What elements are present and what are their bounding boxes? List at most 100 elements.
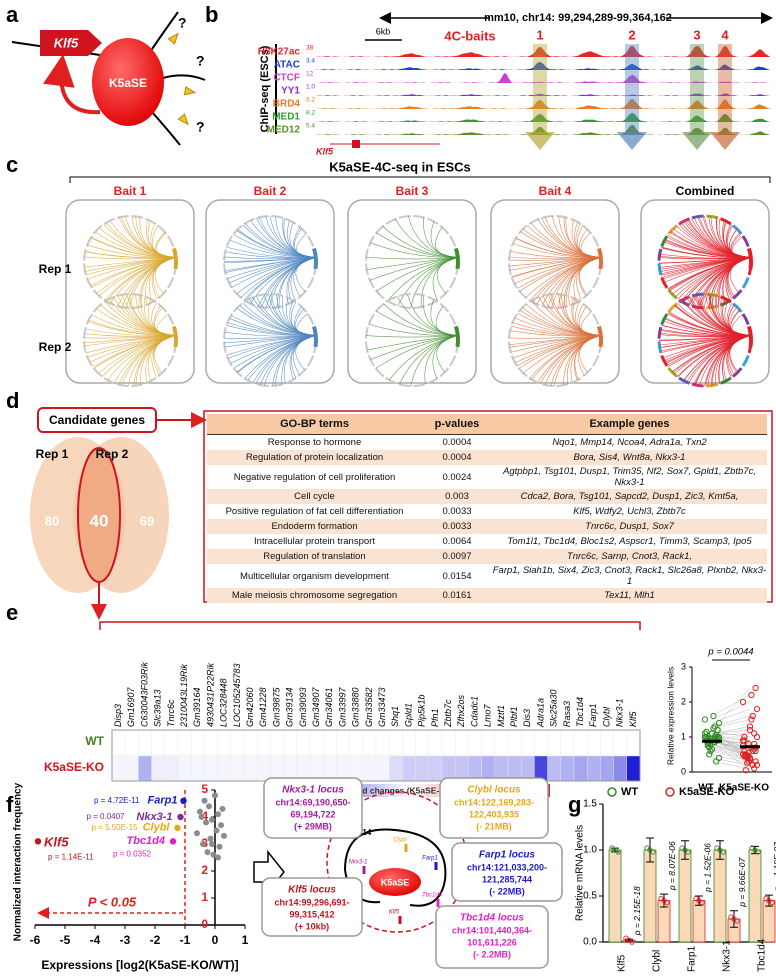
x-tick-label: -2 [150,933,161,947]
dot [752,684,759,692]
panel-letter: c [6,152,18,177]
labeled-point [174,824,181,831]
gene-label: Gm33880 [351,687,361,727]
ring-segment [367,235,375,247]
bar [678,849,692,943]
gene-label: Gm41228 [258,687,268,727]
track-max: 1.0 [306,84,315,91]
bait-number: 1 [536,27,543,42]
gene-label: Gm39164 [192,687,202,727]
ring-segment [398,293,411,297]
heat-cell [177,729,192,756]
dot [745,753,752,760]
bait-band [690,44,704,134]
ring-segment [285,299,297,307]
ring-segment [691,382,704,388]
dot [713,758,720,765]
question: ? [196,119,205,135]
gene-label: Farp1 [422,856,438,862]
ring-segment [508,248,512,261]
ring-segment [508,326,512,339]
point [209,841,215,847]
point-label: Farp1 [148,795,178,807]
locus-title: Klf5 locus [288,885,336,896]
ring-segment [678,295,691,304]
threshold-label: P < 0.05 [88,894,137,909]
scale-label: 6kb [376,26,391,36]
bar [713,849,727,943]
table-row: Positive regulation of fat cell differen… [207,504,767,519]
interaction [389,335,458,381]
heat-cell [613,755,627,782]
arrow [183,86,197,96]
interaction [125,257,176,308]
ring-segment [92,224,103,235]
bait-band [718,44,732,134]
point-p: p = 4.72E-11 [94,796,140,805]
heat-cell [124,755,139,782]
gene-label: Adra1a [535,698,545,728]
heat-cell [375,755,390,782]
ring-segment [131,383,144,387]
gene-label: Plbf1 [509,706,519,727]
bar [762,900,776,943]
heat-cell [243,729,258,756]
heat-cell [283,729,298,756]
table-cell: 0.0004 [442,437,472,448]
ring-segment [398,383,411,387]
ring-segment [398,215,411,219]
ring-segment [116,305,129,309]
panel-box [205,199,335,384]
enhancer-label: K5aSE [381,877,410,887]
ring-segment [83,263,87,276]
heat-cell [389,755,403,782]
ring-segment [732,367,743,378]
ring-segment [660,276,669,289]
gene-label: Gm33997 [337,686,347,727]
heat-cell [402,729,416,756]
bait-arc [747,325,753,348]
x-tick-label: -6 [30,933,41,947]
interaction [296,233,316,258]
dot [752,747,759,755]
interaction [366,256,458,260]
y-tick-label: 0.0 [583,937,597,948]
ring-segment [582,289,593,300]
gene-label: Gm34061 [324,687,334,727]
ring-segment [528,295,540,303]
track-max: 12 [306,71,314,78]
ring-segment [83,341,87,354]
ring-segment [657,326,663,339]
ring-segment [413,293,426,297]
p-value: p = 1.52E-06 [702,843,712,893]
dot [714,726,721,734]
heat-cell [164,729,179,756]
point [213,827,220,834]
interaction [370,242,458,258]
ring-segment [232,302,243,313]
x-tick-label: -1 [180,933,191,947]
ring-segment [556,215,569,219]
ring-segment [528,217,540,225]
bait-number: 3 [693,27,700,42]
point-p: p = 5.50E-15 [91,823,138,832]
panel-title: K5aSE-4C-seq in ESCs [329,159,471,174]
candidate-label: Candidate genes [49,413,145,427]
ring-segment [439,367,450,378]
ring-segment [732,224,743,235]
question: ? [178,15,187,31]
point-p: p = 0.0352 [113,849,152,858]
locus-line: 69,194,722 [290,809,335,819]
ring-segment [510,235,518,247]
dot [748,691,755,699]
table-cell: Bora, Sis4, Wnt8a, Nkx3-1 [573,452,686,463]
heat-cell [217,729,232,756]
ring-segment [398,305,411,309]
heat-cell [124,729,139,756]
gene-label: Gm33473 [377,687,387,727]
panel-letter: a [6,2,19,27]
ring-segment [528,377,540,385]
y-axis-label: Relative expression levels [665,667,675,765]
ring-segment [367,355,375,367]
